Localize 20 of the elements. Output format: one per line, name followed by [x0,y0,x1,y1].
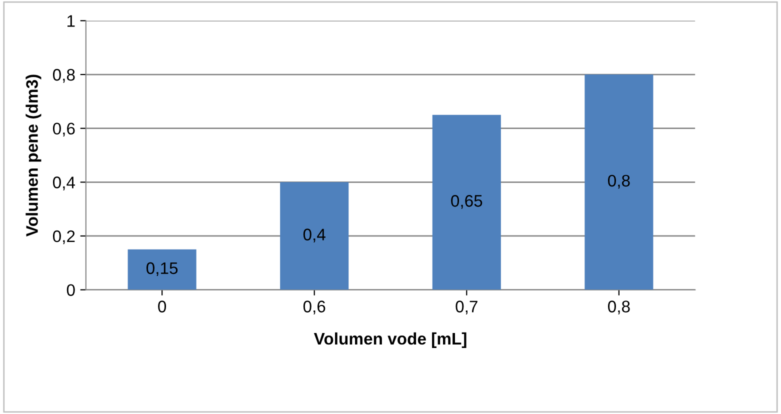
data-label: 0,4 [303,228,326,242]
y-tick-label: 0,6 [52,122,75,137]
bar [432,114,501,290]
y-tick-label: 0,2 [52,230,75,244]
data-label: 0,65 [451,195,482,209]
bar [584,74,654,290]
x-tick-label: 0 [158,300,166,312]
data-label: 0,15 [146,262,178,276]
data-label: 0,8 [608,174,630,189]
x-tick-label: 0,8 [608,300,630,314]
bar [128,249,196,290]
y-tick-label: 0,4 [52,176,76,190]
x-axis-title: Volumen vode [mL] [314,332,466,348]
y-tick-label: 0 [66,284,75,296]
x-tick-label: 0,6 [303,300,326,314]
y-tick-label: 0,8 [52,68,75,83]
y-axis-title: Volumen pene (dm3) [26,74,42,236]
y-tick-label: 1 [67,15,75,27]
x-tick-label: 0,7 [456,300,478,314]
bar [280,182,349,290]
